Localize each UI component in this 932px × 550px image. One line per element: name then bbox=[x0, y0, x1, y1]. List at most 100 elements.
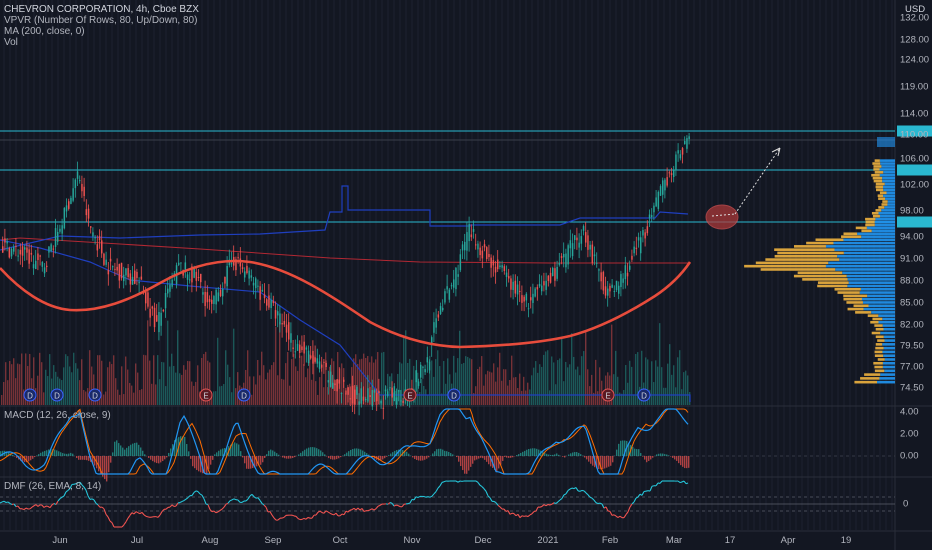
candle-body bbox=[382, 407, 385, 409]
volume-bar bbox=[29, 353, 31, 405]
volume-bar bbox=[463, 362, 465, 405]
macd-hist-bar bbox=[196, 456, 198, 470]
macd-hist-bar bbox=[56, 450, 58, 456]
volume-bar bbox=[91, 366, 93, 405]
volume-bar bbox=[161, 361, 163, 405]
macd-hist-bar bbox=[304, 449, 306, 456]
volume-bar bbox=[323, 387, 325, 405]
volume-bar bbox=[461, 363, 463, 405]
volume-bar bbox=[655, 360, 657, 405]
candle-body bbox=[373, 390, 376, 393]
volume-bar bbox=[601, 380, 603, 405]
price-axis-label: 106.00 bbox=[900, 153, 930, 165]
dmf-segment bbox=[217, 510, 221, 513]
candle-body bbox=[268, 295, 270, 308]
volume-bar bbox=[105, 391, 107, 405]
macd-hist-bar bbox=[306, 448, 308, 456]
volume-bar bbox=[165, 386, 167, 405]
dmf-segment bbox=[677, 480, 681, 484]
candle-body bbox=[43, 267, 46, 274]
candle-body bbox=[92, 232, 94, 237]
macd-hist-bar bbox=[312, 447, 314, 456]
candle-body bbox=[477, 243, 479, 250]
macd-hist-bar bbox=[636, 449, 638, 456]
macd-hist-bar bbox=[248, 456, 250, 469]
dmf-segment bbox=[105, 513, 109, 518]
vpvr-down-bar bbox=[765, 258, 840, 261]
volume-bar bbox=[369, 362, 371, 405]
volume-bar bbox=[211, 393, 213, 405]
volume-bar bbox=[167, 320, 169, 405]
vpvr-down-bar bbox=[815, 238, 844, 242]
macd-hist-bar bbox=[450, 453, 452, 456]
volume-bar bbox=[17, 363, 19, 405]
volume-bar bbox=[591, 374, 593, 405]
candle-body bbox=[510, 278, 512, 290]
macd-hist-bar bbox=[366, 453, 368, 456]
macd-hist-bar bbox=[102, 456, 104, 477]
dmf-segment bbox=[423, 496, 427, 498]
volume-bar bbox=[139, 390, 141, 405]
dmf-segment bbox=[355, 507, 359, 511]
dmf-segment bbox=[589, 496, 593, 499]
volume-bar bbox=[687, 375, 689, 405]
vpvr-up-bar bbox=[887, 203, 895, 206]
volume-bar bbox=[75, 363, 77, 405]
volume-bar bbox=[321, 363, 323, 405]
candle-body bbox=[274, 310, 277, 319]
candle-body bbox=[235, 259, 237, 271]
dmf-segment bbox=[241, 500, 245, 503]
macd-hist-bar bbox=[502, 456, 504, 461]
volume-bar bbox=[551, 356, 553, 405]
volume-bar bbox=[87, 388, 89, 405]
dmf-segment bbox=[91, 498, 95, 501]
dividend-marker bbox=[237, 388, 251, 402]
dividend-marker-label: D bbox=[27, 392, 33, 401]
macd-axis-label: 0.00 bbox=[900, 450, 919, 462]
vpvr-down-bar bbox=[871, 331, 881, 335]
candle-body bbox=[563, 254, 565, 258]
volume-bar bbox=[409, 358, 411, 405]
dividend-marker bbox=[447, 388, 461, 402]
macd-hist-bar bbox=[546, 453, 548, 456]
dmf-segment bbox=[623, 514, 627, 519]
candle-body bbox=[367, 388, 369, 402]
candle-body bbox=[211, 299, 213, 304]
macd-hist-bar bbox=[294, 456, 296, 458]
volume-bar bbox=[341, 363, 343, 405]
currency-label[interactable]: USD bbox=[905, 4, 926, 15]
candle-body bbox=[369, 395, 371, 397]
candle-body bbox=[191, 266, 193, 283]
volume-bar bbox=[217, 337, 219, 405]
candle-body bbox=[648, 214, 651, 219]
macd-hist-bar bbox=[684, 456, 686, 469]
volume-bar bbox=[513, 377, 515, 405]
candle-body bbox=[37, 253, 39, 260]
candle-body bbox=[200, 273, 202, 283]
candle-body bbox=[530, 297, 532, 301]
dmf-segment bbox=[517, 514, 521, 518]
dmf-segment bbox=[485, 491, 489, 497]
macd-hist-bar bbox=[574, 452, 576, 456]
candle-body bbox=[431, 337, 433, 346]
dmf-segment bbox=[63, 491, 67, 497]
price-axis-label: 85.00 bbox=[900, 297, 924, 309]
volume-bar bbox=[79, 380, 81, 405]
macd-hist-bar bbox=[128, 446, 130, 456]
candle-body bbox=[635, 247, 638, 249]
dmf-segment bbox=[645, 490, 649, 492]
volume-bar bbox=[669, 344, 671, 405]
dmf-segment bbox=[487, 495, 491, 499]
volume-bar bbox=[627, 382, 629, 405]
vpvr-down-bar bbox=[843, 232, 858, 236]
candle-body bbox=[226, 265, 228, 287]
dmf-segment bbox=[97, 504, 101, 508]
volume-bar bbox=[487, 370, 489, 405]
volume-bar bbox=[307, 368, 309, 405]
macd-hist-bar bbox=[578, 452, 580, 456]
candle-body bbox=[532, 293, 534, 303]
vpvr-up-bar bbox=[839, 258, 895, 261]
macd-hist-bar bbox=[476, 456, 478, 460]
dmf-segment bbox=[61, 495, 65, 498]
